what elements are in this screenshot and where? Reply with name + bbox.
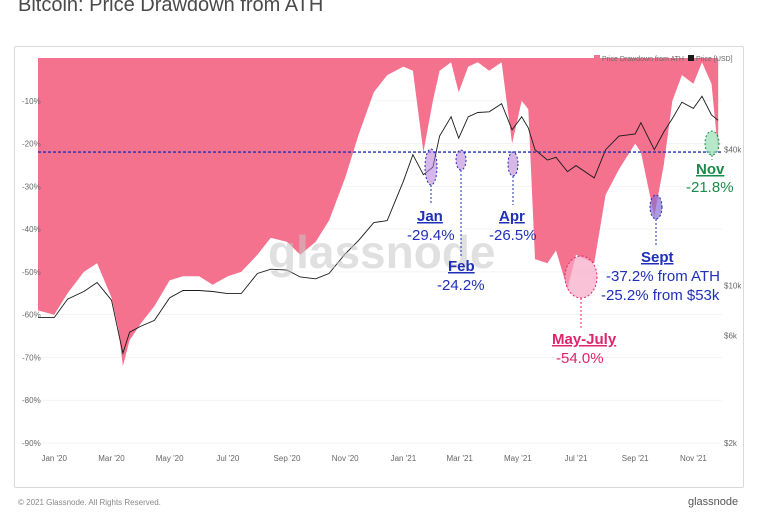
y-left-tick-label: -50% [22,268,41,277]
chart-frame [14,46,744,488]
annotation-may-july-value: -54.0% [556,350,604,367]
x-tick-label: May '20 [156,454,184,463]
chart-title: Bitcoin: Price Drawdown from ATH [18,0,324,16]
legend-swatch-drawdown [594,55,600,61]
annotation-jan-label: Jan [417,208,443,225]
annotation-nov-label: Nov [696,161,725,178]
x-tick-label: Sep '21 [622,454,649,463]
y-right-tick-label: $2k [724,439,738,448]
marker-feb [455,149,467,171]
x-tick-label: May '21 [504,454,532,463]
annotation-apr-value: -26.5% [489,227,537,244]
y-right-tick-label: $10k [724,281,742,290]
annotation-sept-label: Sept [641,249,674,266]
annotation-apr-label: Apr [499,208,525,225]
x-tick-label: Mar '20 [98,454,125,463]
x-tick-label: Jan '21 [391,454,417,463]
x-axis: Jan '20 Mar '20 May '20 Jul '20 Sep '20 Nov '… [41,454,707,463]
y-left-tick-label: -80% [22,396,41,405]
marker-may-july [564,255,598,299]
x-tick-label: Jul '20 [216,454,239,463]
annotation-nov-value: -21.8% [686,179,734,196]
watermark-text: glassnode [268,226,496,278]
legend: Price Drawdown from ATH Price [USD] [594,55,733,63]
marker-nov [704,130,720,156]
y-right-tick-label: $40k [724,146,742,155]
y-left-tick-label: -20% [22,140,41,149]
x-tick-label: Jul '21 [565,454,588,463]
y-left-tick-label: -10% [22,97,41,106]
annotation-feb-value: -24.2% [437,277,485,294]
marker-apr [507,151,519,177]
y-right-tick-label: $6k [724,331,738,340]
legend-drawdown: Price Drawdown from ATH [602,56,684,63]
y-left-tick-label: -90% [22,439,41,448]
y-left-tick-label: -30% [22,182,41,191]
y-left-tick-label: -40% [22,225,41,234]
legend-swatch-price [688,55,694,61]
annotation-jan-value: -29.4% [407,227,455,244]
copyright-text: © 2021 Glassnode. All Rights Reserved. [18,498,161,507]
x-tick-label: Sep '20 [274,454,301,463]
x-tick-label: Jan '20 [41,454,67,463]
drawdown-area [38,58,719,366]
annotation-feb-label: Feb [448,258,475,275]
x-tick-label: Nov '21 [680,454,707,463]
y-axis-left: -10% -20% -30% -40% -50% -60% -70% -80% -90% [22,97,41,448]
y-left-tick-label: -70% [22,353,41,362]
marker-jan [424,148,438,186]
annotation-may-july-label: May-July [552,331,617,348]
annotations: Jan -29.4% Feb -24.2% Apr -26.5% May-Jul… [407,161,734,367]
annotation-sept-value: -37.2% from ATH [606,268,720,285]
legend-price: Price [USD] [696,56,733,63]
annotation-sept-value-2: -25.2% from $53k [601,287,720,304]
y-left-tick-label: -60% [22,311,41,320]
x-tick-label: Nov '20 [332,454,359,463]
drawdown-markers [424,130,720,330]
marker-sept [649,194,663,220]
y-axis-right: $40k $10k $6k $2k [724,146,742,448]
footer-logo: glassnode [688,496,739,508]
x-tick-label: Mar '21 [446,454,473,463]
